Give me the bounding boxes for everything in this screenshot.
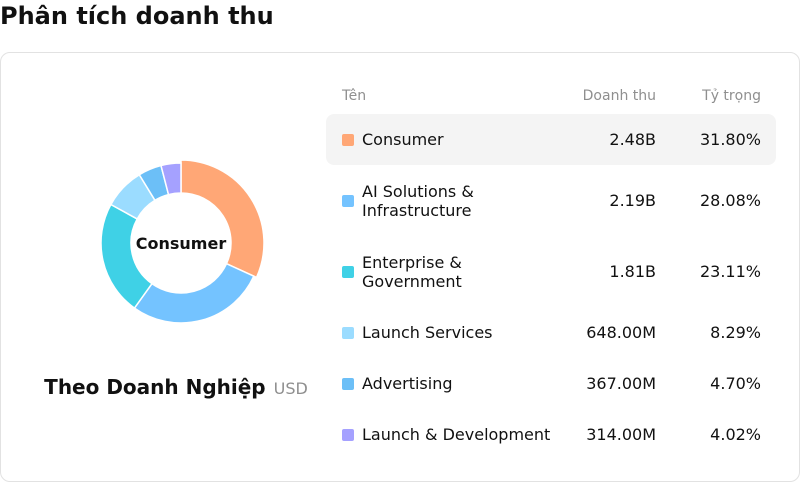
table-header: Tên Doanh thu Tỷ trọng bbox=[326, 83, 776, 109]
legend-swatch bbox=[342, 428, 354, 441]
table-row-launch-services[interactable]: Launch Services 648.00M 8.29% bbox=[326, 307, 776, 358]
row-revenue: 1.81B bbox=[609, 262, 656, 281]
table-row-launch-development[interactable]: Launch & Development 314.00M 4.02% bbox=[326, 409, 776, 460]
donut-svg bbox=[100, 159, 265, 324]
donut-center-label: Consumer bbox=[135, 233, 227, 253]
row-share: 23.11% bbox=[699, 262, 761, 281]
table-row-advertising[interactable]: Advertising 367.00M 4.70% bbox=[326, 358, 776, 409]
table-body: Consumer 2.48B 31.80% AI Solutions & Inf… bbox=[326, 114, 776, 460]
legend-swatch bbox=[342, 133, 354, 146]
page-title: Phân tích doanh thu bbox=[0, 2, 274, 30]
row-share: 4.02% bbox=[710, 425, 761, 444]
revenue-card: Consumer Theo Doanh Nghiệp USD Tên Doanh… bbox=[0, 52, 800, 482]
group-title: Theo Doanh Nghiệp bbox=[44, 375, 266, 399]
row-name: Enterprise & Government bbox=[362, 252, 462, 291]
header-name: Tên bbox=[342, 88, 367, 104]
table-row-consumer[interactable]: Consumer 2.48B 31.80% bbox=[326, 114, 776, 165]
revenue-table: Tên Doanh thu Tỷ trọng Consumer 2.48B 31… bbox=[326, 83, 776, 460]
row-share: 28.08% bbox=[699, 191, 761, 210]
row-name: Launch & Development bbox=[362, 425, 551, 444]
legend-swatch bbox=[342, 265, 354, 278]
header-share: Tỷ trọng bbox=[702, 88, 761, 104]
header-revenue: Doanh thu bbox=[582, 88, 656, 104]
currency-unit: USD bbox=[273, 379, 308, 398]
donut-slice-consumer[interactable] bbox=[180, 159, 265, 279]
legend-swatch bbox=[342, 377, 354, 390]
row-share: 31.80% bbox=[699, 130, 761, 149]
row-name-cell: AI Solutions & Infrastructure bbox=[326, 182, 556, 220]
row-name: Advertising bbox=[362, 374, 453, 393]
row-revenue: 2.48B bbox=[609, 130, 656, 149]
group-label: Theo Doanh Nghiệp USD bbox=[41, 375, 311, 405]
row-name-cell: Consumer bbox=[326, 130, 556, 149]
table-row-enterprise[interactable]: Enterprise & Government 1.81B 23.11% bbox=[326, 236, 776, 307]
row-revenue: 314.00M bbox=[586, 425, 656, 444]
legend-swatch bbox=[342, 326, 354, 339]
row-name: AI Solutions & Infrastructure bbox=[362, 181, 474, 220]
row-revenue: 367.00M bbox=[586, 374, 656, 393]
row-name-cell: Enterprise & Government bbox=[326, 253, 556, 291]
row-name-cell: Advertising bbox=[326, 374, 556, 393]
row-share: 4.70% bbox=[710, 374, 761, 393]
row-name-cell: Launch & Development bbox=[326, 425, 556, 444]
row-share: 8.29% bbox=[710, 323, 761, 342]
row-name-cell: Launch Services bbox=[326, 323, 556, 342]
table-row-ai-solutions[interactable]: AI Solutions & Infrastructure 2.19B 28.0… bbox=[326, 165, 776, 236]
row-name: Launch Services bbox=[362, 323, 493, 342]
row-name: Consumer bbox=[362, 130, 444, 149]
legend-swatch bbox=[342, 194, 354, 207]
row-revenue: 2.19B bbox=[609, 191, 656, 210]
donut-slice-launch-development[interactable] bbox=[160, 162, 182, 196]
row-revenue: 648.00M bbox=[586, 323, 656, 342]
donut-chart[interactable]: Consumer bbox=[91, 153, 271, 333]
